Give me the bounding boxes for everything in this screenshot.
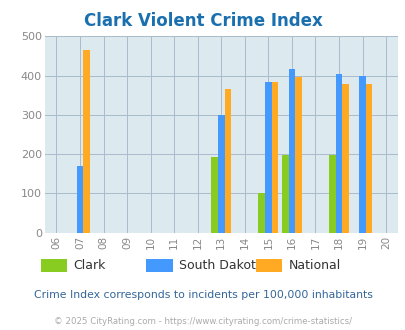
Bar (328, 155, 335, 233)
Bar (281, 155, 288, 233)
Bar (77, 166, 83, 233)
Bar (264, 82, 271, 233)
Bar (358, 76, 365, 233)
Text: South Dakota: South Dakota (178, 259, 262, 272)
Bar (83, 50, 90, 233)
Bar (258, 193, 264, 233)
Bar (294, 77, 301, 233)
Bar (224, 89, 230, 233)
Text: © 2025 CityRating.com - https://www.cityrating.com/crime-statistics/: © 2025 CityRating.com - https://www.city… (54, 317, 351, 326)
Text: Clark: Clark (73, 259, 105, 272)
Bar (365, 84, 371, 233)
Bar (335, 74, 341, 233)
Bar (217, 115, 224, 233)
Text: Clark Violent Crime Index: Clark Violent Crime Index (83, 13, 322, 30)
Bar (288, 69, 294, 233)
Text: National: National (288, 259, 340, 272)
Bar (341, 84, 348, 233)
Bar (271, 82, 277, 233)
Bar (211, 157, 217, 233)
Text: Crime Index corresponds to incidents per 100,000 inhabitants: Crime Index corresponds to incidents per… (34, 290, 371, 300)
